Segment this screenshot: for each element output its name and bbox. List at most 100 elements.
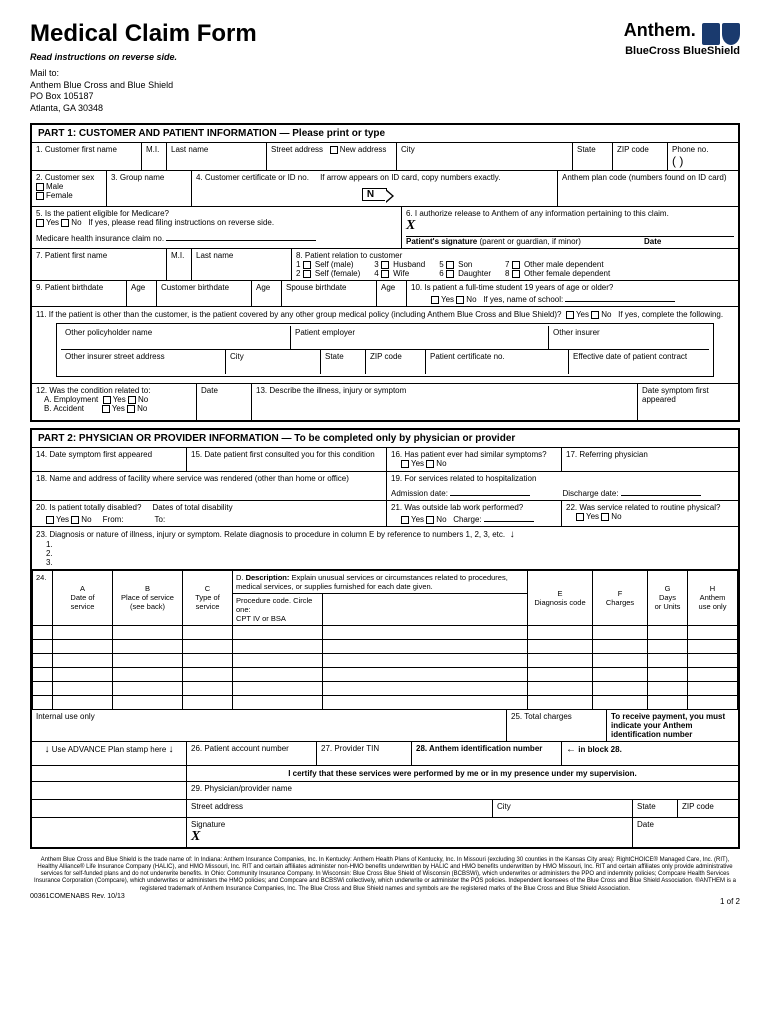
- cross-icon: [702, 23, 720, 45]
- f29-city[interactable]: City: [493, 800, 633, 817]
- rel4-checkbox[interactable]: [381, 270, 389, 278]
- f3-group[interactable]: 3. Group name: [107, 171, 192, 206]
- f1-mi[interactable]: M.I.: [142, 143, 167, 170]
- f10s: If yes, name of school:: [483, 295, 563, 304]
- school-input[interactable]: [565, 292, 675, 302]
- f25[interactable]: 25. Total charges: [507, 710, 607, 741]
- f12b-yes-checkbox[interactable]: [102, 405, 110, 413]
- f10-no-checkbox[interactable]: [456, 296, 464, 304]
- f11-emp[interactable]: Patient employer: [291, 326, 549, 349]
- f17[interactable]: 17. Referring physician: [562, 448, 738, 471]
- f1-firstname[interactable]: 1. Customer first name: [32, 143, 142, 170]
- f29-date[interactable]: Date: [633, 818, 738, 847]
- f5-yes-checkbox[interactable]: [36, 219, 44, 227]
- rel8-checkbox[interactable]: [512, 270, 520, 278]
- f21-yes-checkbox[interactable]: [401, 516, 409, 524]
- f14[interactable]: 14. Date symptom first appeared: [32, 448, 187, 471]
- f5-no-checkbox[interactable]: [61, 219, 69, 227]
- f11: 11. If the patient is other than the cus…: [32, 307, 738, 383]
- f9-age1[interactable]: Age: [127, 281, 157, 306]
- f1-lastname[interactable]: Last name: [167, 143, 267, 170]
- d2: 2.: [46, 549, 734, 558]
- f9-age2[interactable]: Age: [252, 281, 282, 306]
- f9-sbd[interactable]: Spouse birthdate: [282, 281, 377, 306]
- f22-yes-checkbox[interactable]: [576, 513, 584, 521]
- f12: 12. Was the condition related to: A. Emp…: [32, 384, 197, 420]
- f1-phone[interactable]: Phone no. ( ): [668, 143, 738, 170]
- rel2-checkbox[interactable]: [303, 270, 311, 278]
- f11-ins[interactable]: Other insurer: [549, 326, 709, 349]
- form-title: Medical Claim Form: [30, 20, 257, 48]
- f18[interactable]: 18. Name and address of facility where s…: [32, 472, 387, 500]
- n5: No: [436, 459, 446, 468]
- f7-firstname[interactable]: 7. Patient first name: [32, 249, 167, 280]
- rel3-checkbox[interactable]: [381, 261, 389, 269]
- f13[interactable]: 13. Describe the illness, injury or symp…: [252, 384, 638, 420]
- rel1-checkbox[interactable]: [303, 261, 311, 269]
- f11-no-checkbox[interactable]: [591, 311, 599, 319]
- f11l: 11. If the patient is other than the cus…: [36, 310, 562, 319]
- f6-sig-label: Patient's signature: [406, 237, 477, 246]
- male-label: Male: [46, 182, 63, 191]
- f29-zip[interactable]: ZIP code: [678, 800, 738, 817]
- adm-input[interactable]: [450, 486, 530, 496]
- f15[interactable]: 15. Date patient first consulted you for…: [187, 448, 387, 471]
- f9-age3[interactable]: Age: [377, 281, 407, 306]
- pn: To receive payment, you must indicate yo…: [611, 712, 725, 739]
- f11-cert[interactable]: Patient certificate no.: [426, 350, 569, 374]
- f12a-yes-checkbox[interactable]: [103, 396, 111, 404]
- r6: Daughter: [458, 269, 491, 278]
- f21-no-checkbox[interactable]: [426, 516, 434, 524]
- f29-state[interactable]: State: [633, 800, 678, 817]
- d3: 3.: [46, 558, 734, 567]
- f11-eff[interactable]: Effective date of patient contract: [569, 350, 709, 374]
- female-checkbox[interactable]: [36, 192, 44, 200]
- f7-mi[interactable]: M.I.: [167, 249, 192, 280]
- f28[interactable]: 28. Anthem identification number: [412, 742, 562, 765]
- f11-city[interactable]: City: [226, 350, 321, 374]
- f9-cbd[interactable]: Customer birthdate: [157, 281, 252, 306]
- f29[interactable]: 29. Physician/provider name: [187, 782, 738, 799]
- f1-street[interactable]: Street address New address: [267, 143, 397, 170]
- phone-paren: ( ): [672, 154, 734, 168]
- f10l: 10. Is patient a full-time student 19 ye…: [411, 283, 734, 292]
- rel6-checkbox[interactable]: [446, 270, 454, 278]
- f11-state[interactable]: State: [321, 350, 366, 374]
- f13-date[interactable]: Date symptom first appeared: [638, 384, 738, 420]
- f12-date[interactable]: Date: [197, 384, 252, 420]
- rel7-checkbox[interactable]: [512, 261, 520, 269]
- f29-sig[interactable]: Signature X: [187, 818, 633, 847]
- f20-yes-checkbox[interactable]: [46, 516, 54, 524]
- rel5-checkbox[interactable]: [446, 261, 454, 269]
- f12a-no-checkbox[interactable]: [128, 396, 136, 404]
- f4-plancode[interactable]: Anthem plan code (numbers found on ID ca…: [558, 171, 738, 206]
- f22-no-checkbox[interactable]: [601, 513, 609, 521]
- f1-state[interactable]: State: [573, 143, 613, 170]
- phone-label: Phone no.: [672, 145, 734, 154]
- f27[interactable]: 27. Provider TIN: [317, 742, 412, 765]
- f11-holder[interactable]: Other policyholder name: [61, 326, 291, 349]
- f7-lastname[interactable]: Last name: [192, 249, 292, 280]
- dis-input[interactable]: [621, 486, 701, 496]
- f20-no-checkbox[interactable]: [71, 516, 79, 524]
- f16-yes-checkbox[interactable]: [401, 460, 409, 468]
- charge-input[interactable]: [484, 512, 534, 522]
- f12b-no-checkbox[interactable]: [127, 405, 135, 413]
- f11-yes-checkbox[interactable]: [566, 311, 574, 319]
- medicare-claim-input[interactable]: [166, 231, 316, 241]
- f26[interactable]: 26. Patient account number: [187, 742, 317, 765]
- f4-arrow-note: If arrow appears on ID card, copy number…: [320, 173, 500, 182]
- logo-sub: BlueCross BlueShield: [624, 45, 740, 57]
- f4-cert[interactable]: 4. Customer certificate or ID no. If arr…: [192, 171, 558, 206]
- male-checkbox[interactable]: [36, 183, 44, 191]
- new-address-checkbox[interactable]: [330, 146, 338, 154]
- f9-pbd[interactable]: 9. Patient birthdate: [32, 281, 127, 306]
- f11-addr[interactable]: Other insurer street address: [61, 350, 226, 374]
- f1-city[interactable]: City: [397, 143, 573, 170]
- f29-street[interactable]: Street address: [187, 800, 493, 817]
- f16-no-checkbox[interactable]: [426, 460, 434, 468]
- f11-zip[interactable]: ZIP code: [366, 350, 426, 374]
- f10-yes-checkbox[interactable]: [431, 296, 439, 304]
- f1-zip[interactable]: ZIP code: [613, 143, 668, 170]
- r1: Self (male): [315, 260, 354, 269]
